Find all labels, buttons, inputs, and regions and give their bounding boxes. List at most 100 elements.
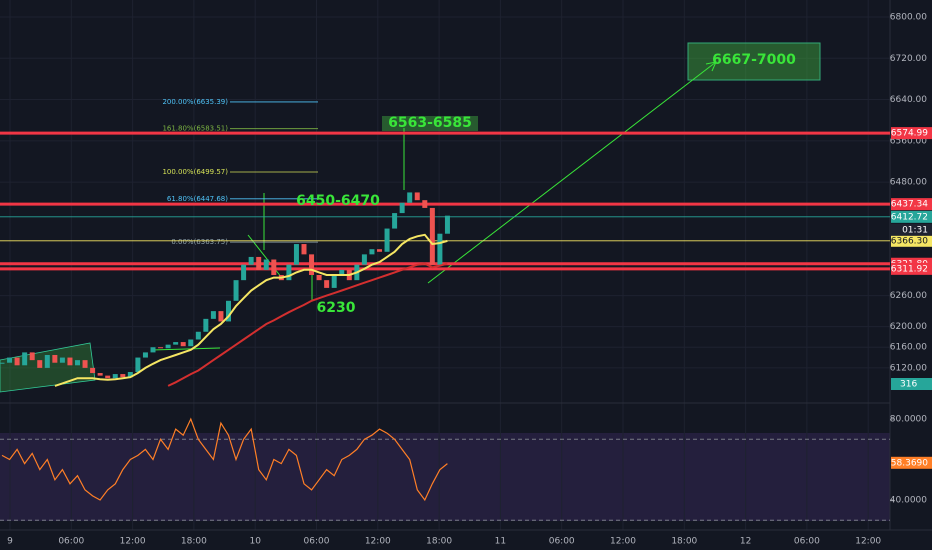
- fib-label: 0.00%(6363.75): [171, 238, 228, 246]
- candle: [165, 344, 171, 349]
- price-tick-label: 6560.00: [890, 136, 927, 146]
- price-tick-label: 6480.00: [890, 178, 927, 188]
- candle: [339, 269, 345, 275]
- candle: [44, 354, 50, 368]
- candle: [7, 357, 13, 363]
- price-tag: [891, 234, 932, 247]
- candle: [377, 249, 382, 252]
- candle: [218, 311, 224, 322]
- candle: [120, 374, 126, 378]
- arrowhead: [705, 61, 717, 72]
- candle: [361, 254, 367, 265]
- candle: [150, 347, 156, 353]
- time-label: 12:00: [855, 537, 881, 547]
- candle: [0, 362, 5, 364]
- candle: [82, 360, 88, 368]
- candle: [331, 275, 337, 288]
- fib-label: 100.00%(6499.57): [162, 168, 228, 176]
- candle: [158, 347, 164, 349]
- candle: [67, 357, 73, 366]
- candle: [316, 275, 322, 281]
- time-label: 11: [495, 537, 506, 547]
- fib-label: 161.80%(6583.51): [162, 125, 228, 133]
- price-tick-label: 6260.00: [890, 291, 927, 301]
- target-box: [687, 42, 821, 81]
- candle: [210, 311, 216, 319]
- time-label: 06:00: [304, 537, 330, 547]
- candle: [173, 342, 179, 345]
- candle: [293, 244, 299, 265]
- candle: [90, 367, 96, 374]
- candle: [59, 357, 65, 363]
- price-tick-label: 6800.00: [890, 13, 927, 23]
- time-label: 06:00: [794, 537, 820, 547]
- candle: [97, 373, 103, 376]
- candle: [422, 200, 428, 208]
- annotation: 6667-7000: [712, 52, 796, 68]
- time-label: 18:00: [181, 537, 207, 547]
- candle: [29, 352, 35, 361]
- price-tag-label: 6437.34: [891, 200, 928, 210]
- price-tag: [891, 262, 932, 275]
- rsi-tick-label: 80.0000: [890, 415, 927, 425]
- candle: [248, 256, 254, 265]
- time-label: 12:00: [120, 537, 146, 547]
- price-tick-label: 6160.00: [890, 343, 927, 353]
- candle: [180, 342, 186, 347]
- candle: [444, 215, 450, 234]
- candle: [392, 213, 398, 229]
- time-label: 18:00: [426, 537, 452, 547]
- price-tag-label: 6366.30: [891, 236, 928, 246]
- rsi-tick-label: 40.0000: [890, 496, 927, 506]
- candle: [241, 264, 247, 281]
- candle: [233, 280, 239, 301]
- candle: [437, 233, 443, 265]
- time-label: 12:00: [365, 537, 391, 547]
- volume-label: 316: [900, 380, 917, 390]
- candle: [271, 259, 277, 275]
- candle: [286, 264, 292, 281]
- countdown: 01:31: [902, 225, 928, 235]
- candle: [369, 249, 375, 255]
- candle: [52, 354, 58, 363]
- fib-label: 61.80%(6447.68): [167, 195, 228, 203]
- time-label: 9: [7, 537, 13, 547]
- ema-line: [54, 233, 448, 387]
- price-tag: [891, 198, 932, 211]
- time-label: 10: [249, 537, 261, 547]
- price-tick-label: 6720.00: [890, 54, 927, 64]
- time-label: 12:00: [610, 537, 636, 547]
- candle: [37, 360, 43, 368]
- time-label: 06:00: [58, 537, 84, 547]
- price-tag: [891, 127, 932, 140]
- annotation: 6450-6470: [296, 193, 380, 209]
- time-label: 12: [740, 537, 751, 547]
- fib-label: 200.00%(6635.39): [162, 98, 228, 106]
- candle: [384, 228, 390, 252]
- candle: [127, 372, 133, 378]
- candle: [256, 256, 262, 270]
- candle: [414, 192, 420, 201]
- candle: [112, 374, 118, 379]
- candle: [399, 202, 405, 214]
- time-label: 06:00: [549, 537, 575, 547]
- candle: [429, 207, 435, 265]
- candle: [22, 352, 28, 366]
- candle: [14, 357, 20, 366]
- annotation: 6563-6585: [388, 115, 472, 131]
- time-label: 18:00: [671, 537, 697, 547]
- candle: [142, 352, 148, 358]
- countdown-tag: [891, 223, 932, 236]
- annotation: 6230: [317, 300, 356, 316]
- price-tag-label: 6574.99: [891, 129, 928, 139]
- price-tick-label: 6640.00: [890, 95, 927, 105]
- candle: [301, 244, 307, 255]
- arrow: [427, 61, 717, 284]
- candle: [226, 300, 231, 322]
- price-tick-label: 6200.00: [890, 322, 927, 332]
- rsi-tag: [891, 456, 932, 469]
- candle: [309, 254, 315, 275]
- price-tick-label: 6120.00: [890, 363, 927, 373]
- rsi-line: [1, 417, 448, 502]
